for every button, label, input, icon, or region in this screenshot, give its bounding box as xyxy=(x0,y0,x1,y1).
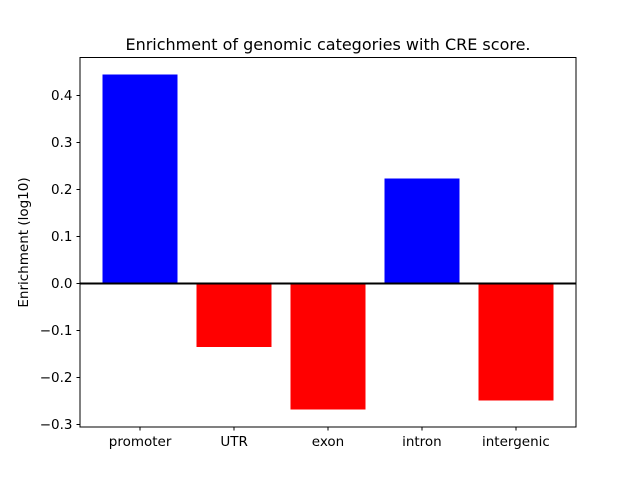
y-tick-label: −0.3 xyxy=(40,417,73,433)
plot-content: −0.3 −0.2 −0.1 0.0 0.1 0.2 0.3 0.4 promoter UTR ex… xyxy=(40,74,576,450)
y-tick-label: 0.1 xyxy=(51,229,72,245)
chart-title: Enrichment of genomic categories with CR… xyxy=(125,35,530,54)
x-tick-label-exon: exon xyxy=(312,434,344,450)
bar-promoter xyxy=(102,74,178,284)
x-tick-label-promoter: promoter xyxy=(109,434,172,450)
y-tick-label: −0.1 xyxy=(40,323,73,339)
y-tick-label: 0.3 xyxy=(51,135,72,151)
x-tick-label-UTR: UTR xyxy=(220,434,248,450)
y-tick-label: 0.2 xyxy=(51,182,72,198)
bar-UTR xyxy=(196,283,272,347)
plot-border xyxy=(79,57,577,428)
bar-exon xyxy=(290,283,366,410)
y-axis-label: Enrichment (log10) xyxy=(16,177,32,307)
bar-intergenic xyxy=(478,283,554,401)
y-tick-label: −0.2 xyxy=(40,370,73,386)
y-tick-label: 0.0 xyxy=(51,276,72,292)
x-tick-label-intron: intron xyxy=(402,434,442,450)
bar-intron xyxy=(384,178,460,284)
y-tick-label: 0.4 xyxy=(51,88,72,104)
x-tick-label-intergenic: intergenic xyxy=(482,434,550,450)
